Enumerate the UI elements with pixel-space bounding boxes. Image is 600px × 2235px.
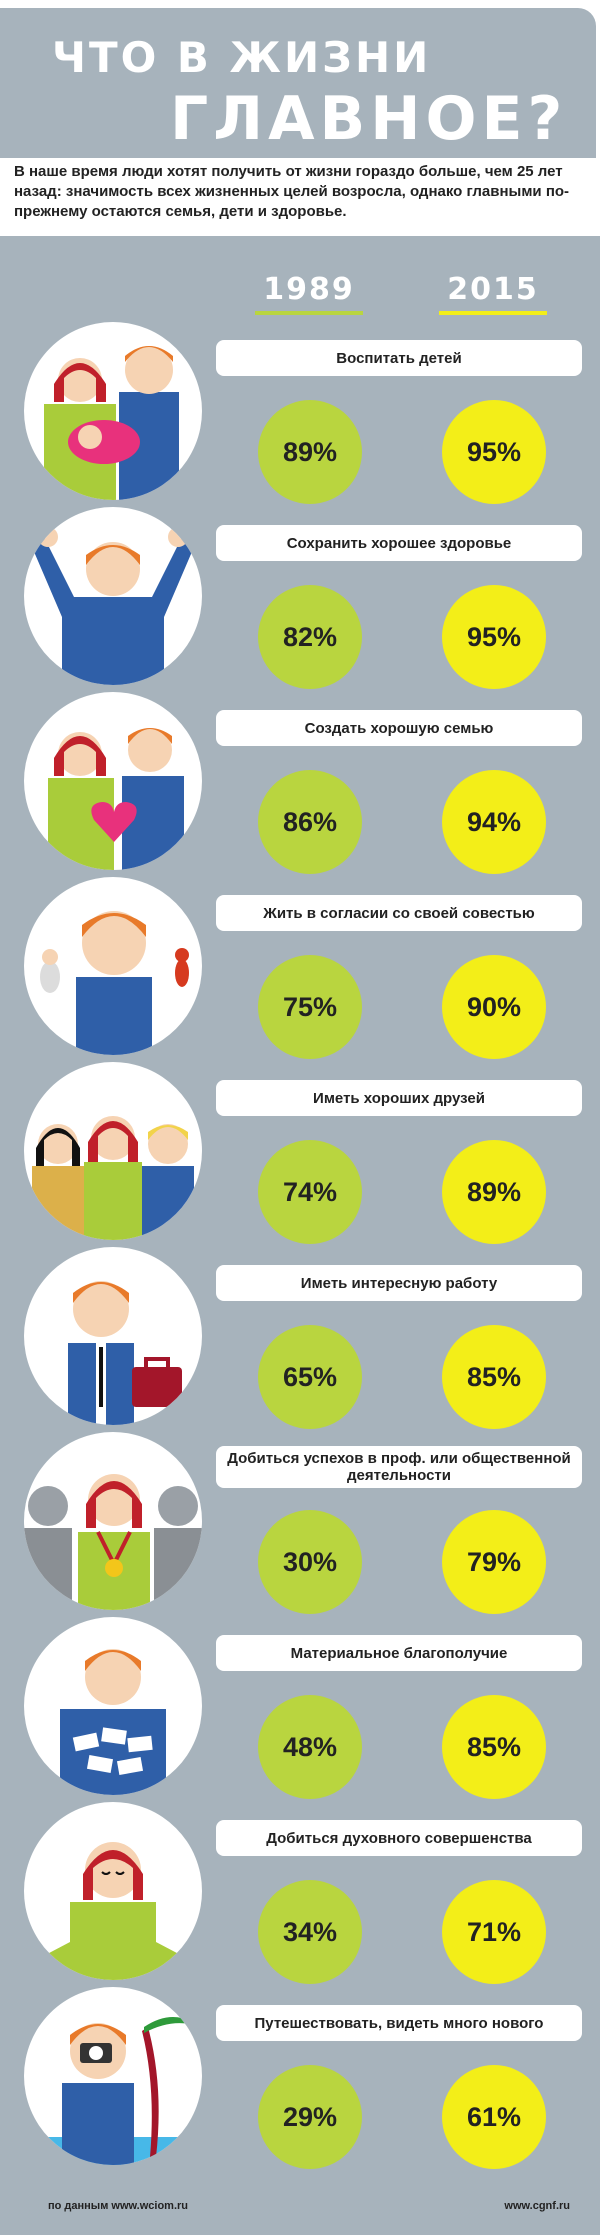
value-1989: 89% xyxy=(258,400,362,504)
goal-label: Воспитать детей xyxy=(216,340,582,376)
value-1989: 75% xyxy=(258,955,362,1059)
goal-label: Добиться успехов в проф. или общественно… xyxy=(216,1446,582,1488)
value-1989: 86% xyxy=(258,770,362,874)
row-9: Добиться духовного совершенства 34% 71% xyxy=(0,1802,600,1987)
meditation-icon xyxy=(24,1802,202,1980)
goal-label: Иметь хороших друзей xyxy=(216,1080,582,1116)
angel-devil-icon xyxy=(24,877,202,1055)
value-2015: 71% xyxy=(442,1880,546,1984)
row-7: Добиться успехов в проф. или общественно… xyxy=(0,1432,600,1617)
year-1989-underline xyxy=(255,311,363,315)
header-banner: Что в жизни главное? xyxy=(0,8,596,158)
year-1989-label: 1989 xyxy=(263,272,355,307)
value-2015: 79% xyxy=(442,1510,546,1614)
year-2015-heading: 2015 xyxy=(438,272,548,315)
footer-source: по данным www.wciom.ru xyxy=(48,2200,188,2212)
couple-heart-icon xyxy=(24,692,202,870)
value-1989: 82% xyxy=(258,585,362,689)
traveler-camera-icon xyxy=(24,1987,202,2165)
goal-label: Иметь интересную работу xyxy=(216,1265,582,1301)
goal-label: Сохранить хорошее здоровье xyxy=(216,525,582,561)
worker-briefcase-icon xyxy=(24,1247,202,1425)
value-2015: 85% xyxy=(442,1695,546,1799)
value-1989: 65% xyxy=(258,1325,362,1429)
row-4: Жить в согласии со своей совестью 75% 90… xyxy=(0,877,600,1062)
row-8: Материальное благополучие 48% 85% xyxy=(0,1617,600,1802)
parents-with-baby-icon xyxy=(24,322,202,500)
value-2015: 61% xyxy=(442,2065,546,2169)
value-2015: 90% xyxy=(442,955,546,1059)
row-10: Путешествовать, видеть много нового 29% … xyxy=(0,1987,600,2172)
goal-label: Материальное благополучие xyxy=(216,1635,582,1671)
goal-label: Путешествовать, видеть много нового xyxy=(216,2005,582,2041)
goal-label: Создать хорошую семью xyxy=(216,710,582,746)
title-line-1: Что в жизни xyxy=(52,33,432,82)
row-3: Создать хорошую семью 86% 94% xyxy=(0,692,600,877)
goal-label: Жить в согласии со своей совестью xyxy=(216,895,582,931)
friends-icon xyxy=(24,1062,202,1240)
year-2015-underline xyxy=(439,311,547,315)
medal-winner-icon xyxy=(24,1432,202,1610)
row-2: Сохранить хорошее здоровье 82% 95% xyxy=(0,507,600,692)
value-2015: 85% xyxy=(442,1325,546,1429)
value-1989: 48% xyxy=(258,1695,362,1799)
value-2015: 94% xyxy=(442,770,546,874)
value-2015: 95% xyxy=(442,400,546,504)
value-2015: 95% xyxy=(442,585,546,689)
footer-site: www.cgnf.ru xyxy=(504,2200,570,2212)
year-1989-heading: 1989 xyxy=(254,272,364,315)
strong-man-icon xyxy=(24,507,202,685)
value-1989: 29% xyxy=(258,2065,362,2169)
intro-text: В наше время люди хотят получить от жизн… xyxy=(14,163,570,220)
money-icon xyxy=(24,1617,202,1795)
row-5: Иметь хороших друзей 74% 89% xyxy=(0,1062,600,1247)
value-1989: 74% xyxy=(258,1140,362,1244)
value-1989: 30% xyxy=(258,1510,362,1614)
row-1: Воспитать детей 89% 95% xyxy=(0,322,600,507)
value-2015: 89% xyxy=(442,1140,546,1244)
row-6: Иметь интересную работу 65% 85% xyxy=(0,1247,600,1432)
title-line-2: главное? xyxy=(170,84,568,154)
goal-label: Добиться духовного совершенства xyxy=(216,1820,582,1856)
year-2015-label: 2015 xyxy=(447,272,539,307)
value-1989: 34% xyxy=(258,1880,362,1984)
